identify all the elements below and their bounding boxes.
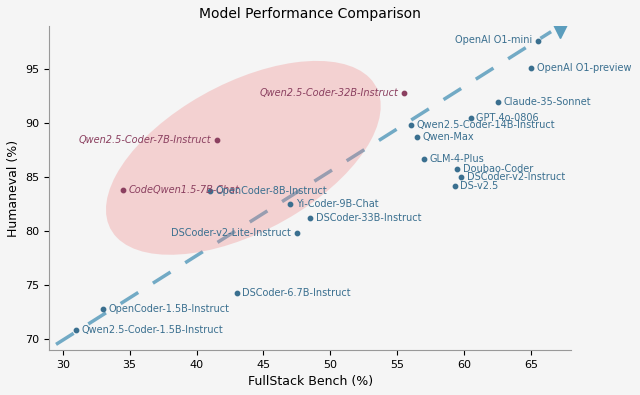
Text: OpenAI O1-mini: OpenAI O1-mini xyxy=(455,35,532,45)
Point xyxy=(232,290,242,296)
Text: DSCoder-v2-Instruct: DSCoder-v2-Instruct xyxy=(467,172,565,182)
Point xyxy=(118,187,128,193)
Text: OpenAI O1-preview: OpenAI O1-preview xyxy=(536,63,631,73)
Point xyxy=(71,327,81,333)
Point xyxy=(419,156,429,162)
Ellipse shape xyxy=(106,61,381,255)
Text: Claude-35-Sonnet: Claude-35-Sonnet xyxy=(503,97,591,107)
Text: GPT 4o-0806: GPT 4o-0806 xyxy=(476,113,539,123)
Text: Doubao-Coder: Doubao-Coder xyxy=(463,164,533,174)
Point xyxy=(450,183,460,189)
Text: Qwen-Max: Qwen-Max xyxy=(423,132,474,142)
Title: Model Performance Comparison: Model Performance Comparison xyxy=(199,7,421,21)
X-axis label: FullStack Bench (%): FullStack Bench (%) xyxy=(248,375,373,388)
Text: Qwen2.5-Coder-32B-Instruct: Qwen2.5-Coder-32B-Instruct xyxy=(259,88,398,98)
Text: GLM-4-Plus: GLM-4-Plus xyxy=(429,154,484,164)
Text: DS-v2.5: DS-v2.5 xyxy=(460,181,499,191)
Y-axis label: Humaneval (%): Humaneval (%) xyxy=(7,139,20,237)
Point xyxy=(532,38,543,45)
Text: OpenCoder-8B-Instruct: OpenCoder-8B-Instruct xyxy=(216,186,327,196)
Point xyxy=(205,188,215,194)
Text: DSCoder-33B-Instruct: DSCoder-33B-Instruct xyxy=(316,213,421,223)
Point xyxy=(492,99,502,105)
Point xyxy=(412,134,422,141)
Point xyxy=(399,90,409,96)
Point xyxy=(292,230,302,237)
Point xyxy=(526,65,536,71)
Point xyxy=(211,136,221,143)
Text: DSCoder-6.7B-Instruct: DSCoder-6.7B-Instruct xyxy=(242,288,351,297)
Point xyxy=(98,306,108,312)
Text: DSCoder-v2-Lite-Instruct: DSCoder-v2-Lite-Instruct xyxy=(172,228,291,238)
Point xyxy=(285,201,295,207)
Point xyxy=(466,115,476,121)
Text: OpenCoder-1.5B-Instruct: OpenCoder-1.5B-Instruct xyxy=(108,304,229,314)
Point xyxy=(452,166,463,172)
Text: Qwen2.5-Coder-7B-Instruct: Qwen2.5-Coder-7B-Instruct xyxy=(79,135,211,145)
Point xyxy=(406,122,416,129)
Point xyxy=(305,215,316,221)
Point xyxy=(456,174,467,181)
Text: Yi-Coder-9B-Chat: Yi-Coder-9B-Chat xyxy=(296,199,378,209)
Text: Qwen2.5-Coder-14B-Instruct: Qwen2.5-Coder-14B-Instruct xyxy=(416,120,555,130)
Text: CodeQwen1.5-7B-Chat: CodeQwen1.5-7B-Chat xyxy=(129,185,239,195)
Text: Qwen2.5-Coder-1.5B-Instruct: Qwen2.5-Coder-1.5B-Instruct xyxy=(82,325,223,335)
